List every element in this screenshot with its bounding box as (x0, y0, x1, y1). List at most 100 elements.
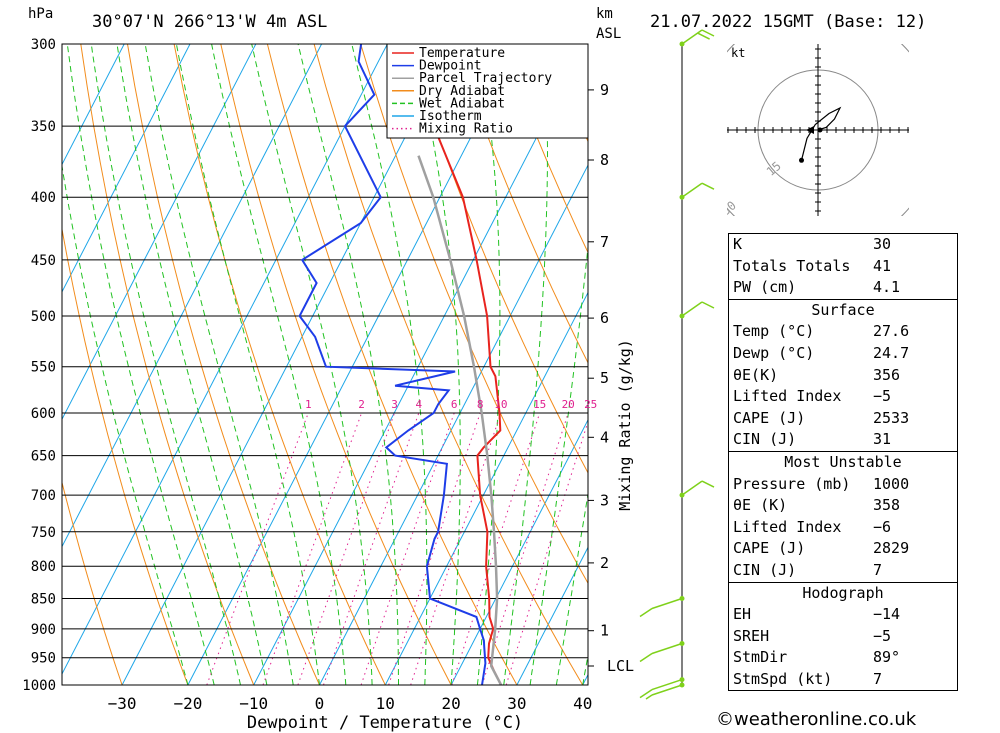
dry-adiabat (62, 226, 189, 685)
hodograph-end-dot (799, 157, 804, 163)
mixing-ratio-line (297, 412, 395, 685)
temperature-tick-label: −20 (173, 694, 202, 713)
pressure-tick-label: 300 (31, 37, 56, 53)
legend-label: Mixing Ratio (419, 122, 513, 137)
isotherm (62, 44, 191, 293)
hodograph-unit: kt (731, 46, 745, 60)
mixing-ratio-line (262, 412, 363, 685)
wet-adiabat (66, 44, 215, 685)
isotherm (121, 44, 454, 685)
hodograph-stat-label: EH (733, 605, 752, 624)
surface-row: θE(K) 356 (729, 365, 957, 387)
isotherm (253, 44, 586, 685)
most-unstable-section: Most Unstable Pressure (mb) 1000 θE (K) 358… (729, 450, 957, 582)
pressure-tick-label: 750 (31, 525, 56, 541)
hodograph-stat-label: StmSpd (kt) (733, 669, 833, 688)
surface-label: θE(K) (733, 365, 779, 384)
pressure-tick-label: 450 (31, 253, 56, 269)
dry-adiabat (62, 480, 123, 685)
mixing-ratio-line (481, 412, 569, 685)
most-unstable-label: Pressure (mb) (733, 474, 851, 493)
km-tick-label: 8 (600, 151, 609, 169)
storm-motion-dot (817, 127, 823, 133)
dry-adiabat (266, 44, 518, 685)
pressure-tick-label: 950 (31, 651, 56, 667)
temperature-series (393, 44, 502, 685)
surface-value: 24.7 (873, 343, 910, 362)
most-unstable-row: Pressure (mb) 1000 (729, 474, 957, 496)
wet-adiabat (503, 44, 548, 685)
hodograph-ring-label: 30 (727, 198, 739, 216)
mixing-ratio-label: 25 (584, 398, 597, 411)
wind-barb (681, 29, 715, 45)
wet-adiabat (351, 44, 428, 685)
pressure-tick-label: 800 (31, 559, 56, 575)
mixing-ratio-label: 10 (494, 398, 507, 411)
isotherm (516, 546, 588, 685)
pressure-tick-label: 1000 (22, 678, 56, 694)
hodograph-stat-label: SREH (733, 626, 770, 645)
surface-row: Temp (°C) 27.6 (729, 321, 957, 343)
datetime-title: 21.07.2022 15GMT (Base: 12) (650, 12, 927, 32)
surface-value: 2533 (873, 408, 910, 427)
credit-text[interactable]: ©weatheronline.co.uk (716, 709, 917, 730)
isotherm (319, 164, 588, 685)
x-axis-label: Dewpoint / Temperature (°C) (247, 713, 523, 733)
temperature-tick-label: 10 (376, 694, 395, 713)
wet-adiabat (62, 163, 189, 685)
surface-row: CAPE (J) 2533 (729, 408, 957, 430)
mixing-ratio-line (206, 412, 309, 685)
temperature-tick-label: −30 (108, 694, 137, 713)
hodograph-stat-row: StmSpd (kt) 7 (729, 669, 957, 691)
pressure-tick-label: 600 (31, 406, 56, 422)
legend-label: Wet Adiabat (419, 96, 505, 111)
wet-adiabat (175, 44, 320, 685)
dry-adiabat (967, 44, 1000, 685)
parcel-trajectory-series (417, 155, 503, 685)
km-tick-label: 6 (600, 309, 609, 327)
surface-label: Temp (°C) (733, 322, 815, 341)
wind-barb (681, 182, 715, 198)
wind-barb (681, 301, 715, 317)
index-label: K (733, 235, 743, 253)
surface-row: Dewp (°C) 24.7 (729, 343, 957, 365)
km-tick-label: 9 (600, 81, 609, 99)
surface-title: Surface (811, 300, 875, 319)
dry-adiabat (313, 44, 584, 685)
surface-label: Dewp (°C) (733, 343, 815, 362)
mixing-ratio-label: 8 (477, 398, 484, 411)
most-unstable-label: Lifted Index (733, 517, 842, 536)
pressure-unit-label: hPa (28, 6, 54, 22)
km-tick-label: 2 (600, 554, 609, 572)
most-unstable-value: −6 (873, 517, 892, 536)
legend-box (386, 43, 589, 139)
legend-label: Temperature (419, 46, 505, 61)
plot-area (62, 44, 1000, 685)
temperature-tick-label: 30 (507, 694, 526, 713)
km-tick-label: 5 (600, 369, 609, 387)
mixing-ratio-line (410, 412, 502, 685)
index-label: Totals Totals (733, 256, 851, 275)
pressure-tick-label: 550 (31, 360, 56, 376)
pressure-tick-label: 650 (31, 449, 56, 465)
km-tick-label: 7 (600, 233, 609, 251)
dry-adiabat (500, 44, 588, 254)
mixing-ratio-label: 6 (451, 398, 458, 411)
km-unit-label: km (596, 6, 613, 22)
most-unstable-value: 1000 (873, 474, 910, 493)
most-unstable-value: 2829 (873, 539, 910, 558)
isotherm (62, 44, 125, 166)
temperature-tick-label: 40 (573, 694, 592, 713)
temperature-tick-label: 0 (315, 694, 325, 713)
surface-value: 356 (873, 365, 901, 384)
most-unstable-title: Most Unstable (784, 452, 902, 471)
most-unstable-row: θE (K) 358 (729, 495, 957, 517)
most-unstable-label: θE (K) (733, 496, 788, 515)
wind-barb (639, 597, 683, 618)
surface-value: −5 (873, 387, 892, 406)
storm-motion-arrow (806, 126, 814, 134)
hodograph-stat-row: StmDir 89° (729, 647, 957, 669)
wind-barb (639, 642, 683, 663)
index-value: 41 (873, 256, 892, 275)
